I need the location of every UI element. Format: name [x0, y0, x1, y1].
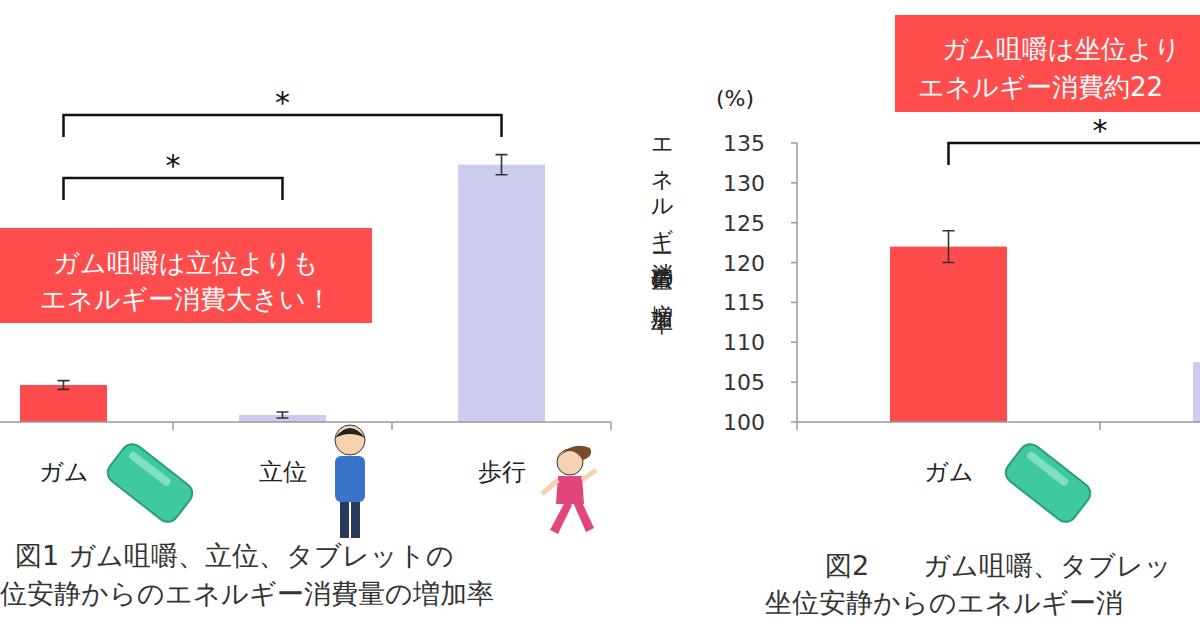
- walking-person-icon: [542, 446, 596, 534]
- y-unit: (%): [716, 86, 754, 111]
- y-tick-label: 125: [723, 211, 765, 236]
- error-bar: [943, 231, 955, 263]
- significance-bracket: [949, 143, 1200, 165]
- walker-hair: [557, 446, 591, 460]
- bar: [20, 385, 107, 422]
- y-tick-label: 135: [723, 131, 765, 156]
- error-bar: [58, 381, 70, 390]
- gum-body: [103, 440, 196, 526]
- bar: [890, 247, 1007, 422]
- y-tick: [791, 421, 797, 423]
- error-bar: [277, 412, 289, 418]
- significance-star: *: [1093, 113, 1108, 148]
- callout-text: エネルギー消費大きい！: [40, 284, 332, 314]
- y-tick: [791, 142, 797, 144]
- chart-1: 100 105 110 115 120 125 130 135 ガム エネルギー消費量の増加率 (%…: [650, 15, 1200, 618]
- y-tick-label: 100: [723, 410, 765, 435]
- x-tick: [172, 422, 174, 430]
- caption: 図2 ガム咀嚼、タブレッ: [825, 550, 1172, 581]
- walker-body: [556, 476, 584, 504]
- x-axis: [0, 421, 611, 423]
- x-tick: [610, 422, 612, 430]
- walker-arm: [542, 480, 558, 494]
- callout-text: ガム咀嚼は坐位より: [942, 34, 1181, 64]
- gum-shine: [128, 450, 172, 487]
- significance-star: *: [166, 148, 181, 183]
- y-tick: [791, 222, 797, 224]
- y-tick-label: 130: [723, 171, 765, 196]
- x-tick-label: ガム: [924, 458, 974, 486]
- y-tick-label: 120: [723, 251, 765, 276]
- x-tick: [1099, 422, 1101, 430]
- standing-person-icon: [335, 425, 365, 538]
- caption: 図1 ガム咀嚼、立位、タブレットの: [15, 540, 454, 571]
- person-head: [335, 425, 365, 455]
- x-tick: [391, 422, 393, 430]
- gum-icon: [103, 440, 196, 526]
- x-axis: [797, 421, 1200, 423]
- chart-0: ガム 立位 歩行 * * ガム咀嚼は立位よりもエネルギー消費大きい！ 図1 ガム咀嚼、立位、…: [0, 85, 611, 609]
- plot-marks: [20, 155, 545, 422]
- y-tick-label: 115: [723, 290, 765, 315]
- callout-text: ガム咀嚼は立位よりも: [53, 248, 319, 278]
- y-tick-label: 110: [723, 330, 765, 355]
- y-tick: [791, 302, 797, 304]
- y-axis: [796, 143, 798, 422]
- y-tick: [791, 182, 797, 184]
- x-tick-label: ガム: [39, 458, 89, 486]
- x-tick-label: 立位: [259, 458, 307, 486]
- gum-body: [1001, 440, 1094, 526]
- caption: 坐位安静からのエネルギー消: [765, 587, 1123, 618]
- person-body: [335, 456, 365, 502]
- y-tick: [791, 342, 797, 344]
- gum-shine: [1026, 450, 1070, 487]
- y-axis-label: エネルギー消費量の増加率: [650, 125, 675, 335]
- y-tick-label: 105: [723, 370, 765, 395]
- callout-text: エネルギー消費約22: [918, 72, 1163, 102]
- x-tick: [796, 422, 798, 430]
- plot-marks: [890, 231, 1200, 422]
- error-bar: [496, 155, 508, 175]
- x-tick-label: 歩行: [478, 458, 526, 486]
- y-tick: [791, 262, 797, 264]
- person-leg: [351, 498, 360, 538]
- walker-leg: [550, 500, 572, 534]
- chart-canvas: ガム 立位 歩行 * * ガム咀嚼は立位よりもエネルギー消費大きい！ 図1 ガム咀嚼、立位、…: [0, 0, 1200, 630]
- gum-icon: [1001, 440, 1094, 526]
- callout-box: [895, 15, 1200, 112]
- person-leg: [340, 498, 349, 538]
- y-tick: [791, 381, 797, 383]
- bar: [1193, 362, 1200, 422]
- bar: [458, 165, 545, 422]
- caption: 位安静からのエネルギー消費量の増加率: [0, 578, 494, 609]
- callout-box: [0, 228, 372, 323]
- person-hair: [335, 428, 365, 438]
- significance-star: *: [275, 85, 290, 120]
- walker-arm: [582, 470, 596, 480]
